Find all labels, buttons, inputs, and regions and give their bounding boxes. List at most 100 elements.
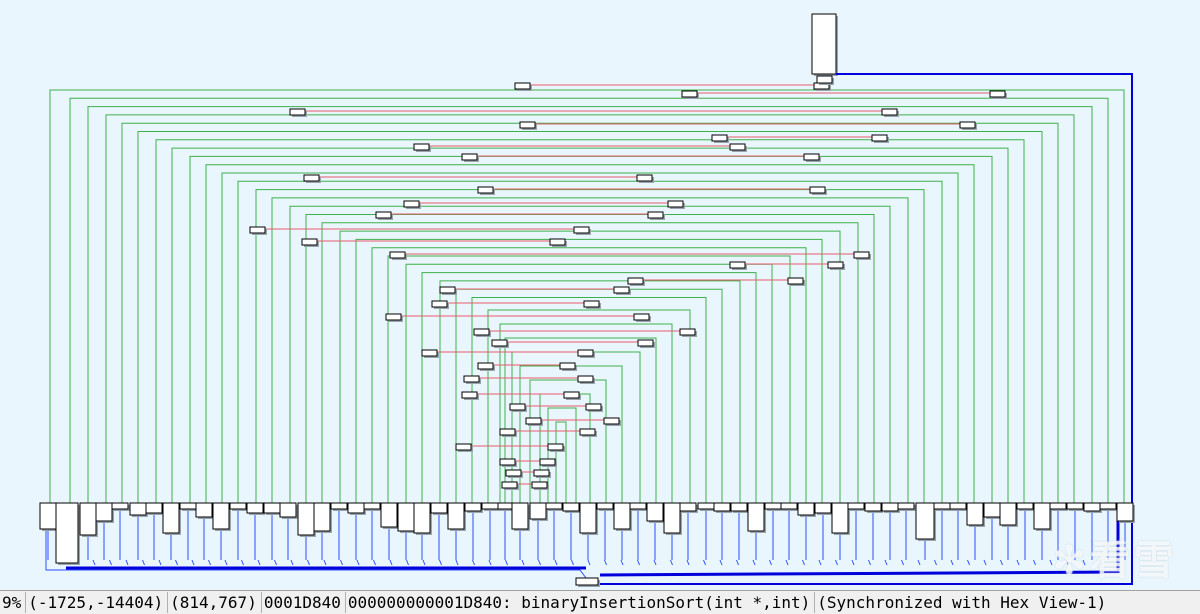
graph-node-block-b8[interactable] xyxy=(809,186,826,194)
control-flow-graph[interactable] xyxy=(0,0,1200,590)
graph-node-block-a26[interactable] xyxy=(525,417,542,425)
graph-node-block-a27[interactable] xyxy=(499,428,516,436)
graph-node-bottom-12[interactable] xyxy=(246,502,264,514)
graph-node-bottom-0[interactable] xyxy=(39,502,57,530)
graph-node-block-a29[interactable] xyxy=(499,458,516,466)
graph-node-block-a15[interactable] xyxy=(627,277,644,285)
graph-node-block-a8[interactable] xyxy=(477,186,494,194)
graph-node-block-b2[interactable] xyxy=(881,108,898,116)
graph-node-bottom-49[interactable] xyxy=(864,502,882,512)
graph-node-block-b5[interactable] xyxy=(729,143,746,151)
graph-node-bottom-32[interactable] xyxy=(579,502,597,534)
graph-node-block-a17[interactable] xyxy=(431,300,448,308)
graph-node-bottom-13[interactable] xyxy=(263,502,281,514)
graph-node-block-a25[interactable] xyxy=(509,403,526,411)
graph-node-bottom-4[interactable] xyxy=(111,502,129,510)
graph-node-block-b4[interactable] xyxy=(871,134,888,142)
graph-node-bottom-64[interactable] xyxy=(1116,502,1134,522)
graph-node-bottom-20[interactable] xyxy=(380,502,398,528)
graph-node-entry-cond[interactable] xyxy=(816,75,833,84)
graph-node-block-a9[interactable] xyxy=(403,200,420,208)
graph-node-bottom-51[interactable] xyxy=(897,502,915,510)
graph-node-block-b17[interactable] xyxy=(583,300,600,308)
graph-node-block-a11[interactable] xyxy=(249,226,266,234)
graph-node-bottom-18[interactable] xyxy=(347,502,365,514)
graph-node-bottom-5[interactable] xyxy=(129,502,147,516)
graph-node-bottom-44[interactable] xyxy=(780,502,798,510)
graph-node-block-a19[interactable] xyxy=(473,328,490,336)
graph-node-bottom-52[interactable] xyxy=(915,502,935,540)
graph-node-block-b15[interactable] xyxy=(787,277,804,285)
graph-node-bottom-50[interactable] xyxy=(881,502,899,512)
graph-node-block-b19[interactable] xyxy=(679,328,696,336)
graph-node-bottom-57[interactable] xyxy=(999,502,1017,526)
graph-node-bottom-41[interactable] xyxy=(730,502,748,512)
graph-node-block-b11[interactable] xyxy=(573,226,590,234)
graph-node-block-b31[interactable] xyxy=(531,481,548,489)
graph-node-bottom-2[interactable] xyxy=(79,502,97,536)
graph-node-bottom-6[interactable] xyxy=(145,502,163,514)
graph-node-block-b6[interactable] xyxy=(803,153,820,161)
graph-node-bottom-29[interactable] xyxy=(529,502,547,520)
graph-node-block-a2[interactable] xyxy=(289,108,306,116)
graph-node-bottom-24[interactable] xyxy=(447,502,465,530)
graph-node-bottom-22[interactable] xyxy=(413,502,431,534)
graph-node-bottom-54[interactable] xyxy=(949,502,967,510)
graph-node-bottom-7[interactable] xyxy=(162,502,180,534)
graph-node-block-a13[interactable] xyxy=(389,251,406,259)
graph-node-block-b29[interactable] xyxy=(539,458,556,466)
graph-node-bottom-33[interactable] xyxy=(596,502,614,510)
graph-node-block-a22[interactable] xyxy=(477,362,494,370)
graph-node-block-a23[interactable] xyxy=(463,375,480,383)
graph-node-bottom-47[interactable] xyxy=(831,502,849,534)
graph-node-block-a12[interactable] xyxy=(301,238,318,246)
graph-node-bottom-39[interactable] xyxy=(697,502,715,510)
graph-node-block-a20[interactable] xyxy=(491,339,508,347)
graph-node-bottom-55[interactable] xyxy=(966,502,984,526)
graph-node-bottom-40[interactable] xyxy=(713,502,731,512)
graph-node-block-a5[interactable] xyxy=(413,143,430,151)
graph-node-block-b18[interactable] xyxy=(633,313,650,321)
graph-node-bottom-16[interactable] xyxy=(313,502,331,532)
graph-node-bottom-46[interactable] xyxy=(814,502,832,514)
graph-node-block-b22[interactable] xyxy=(559,362,576,370)
graph-node-bottom-53[interactable] xyxy=(933,502,951,510)
graph-node-bottom-61[interactable] xyxy=(1066,502,1084,510)
graph-node-block-a31[interactable] xyxy=(501,481,518,489)
graph-node-block-b23[interactable] xyxy=(577,375,594,383)
graph-node-block-b26[interactable] xyxy=(603,417,620,425)
graph-node-bottom-43[interactable] xyxy=(764,502,782,510)
graph-node-block-b9[interactable] xyxy=(667,200,684,208)
graph-node-block-b13[interactable] xyxy=(853,251,870,259)
graph-node-block-a30[interactable] xyxy=(505,469,522,477)
graph-node-block-a18[interactable] xyxy=(385,313,402,321)
graph-node-bottom-14[interactable] xyxy=(279,502,297,518)
graph-node-bottom-56[interactable] xyxy=(983,502,1001,518)
graph-node-bottom-11[interactable] xyxy=(229,502,247,510)
graph-node-block-b21[interactable] xyxy=(577,349,594,357)
graph-node-block-b28[interactable] xyxy=(547,443,564,451)
graph-node-block-a7[interactable] xyxy=(303,174,320,182)
graph-node-block-b1[interactable] xyxy=(989,90,1006,98)
graph-node-block-a21[interactable] xyxy=(421,349,438,357)
graph-node-bottom-9[interactable] xyxy=(195,502,213,518)
graph-node-bottom-42[interactable] xyxy=(747,502,765,532)
graph-node-bottom-48[interactable] xyxy=(847,502,865,510)
graph-node-bottom-63[interactable] xyxy=(1099,502,1117,510)
graph-node-bottom-36[interactable] xyxy=(646,502,664,522)
graph-node-block-b30[interactable] xyxy=(533,469,550,477)
graph-node-block-a14[interactable] xyxy=(729,261,746,269)
graph-node-bottom-17[interactable] xyxy=(330,502,348,510)
graph-node-entry[interactable] xyxy=(811,13,837,75)
graph-node-exit[interactable] xyxy=(575,577,599,586)
graph-node-bottom-45[interactable] xyxy=(797,502,815,516)
graph-node-block-b12[interactable] xyxy=(549,238,566,246)
graph-node-bottom-31[interactable] xyxy=(562,502,580,512)
graph-node-block-b27[interactable] xyxy=(579,428,596,436)
graph-node-block-b24[interactable] xyxy=(563,391,580,399)
graph-node-block-b10[interactable] xyxy=(647,211,664,219)
graph-node-block-a6[interactable] xyxy=(461,153,478,161)
graph-node-bottom-34[interactable] xyxy=(613,502,631,530)
graph-node-block-a1[interactable] xyxy=(681,90,698,98)
graph-node-bottom-30[interactable] xyxy=(545,502,563,510)
